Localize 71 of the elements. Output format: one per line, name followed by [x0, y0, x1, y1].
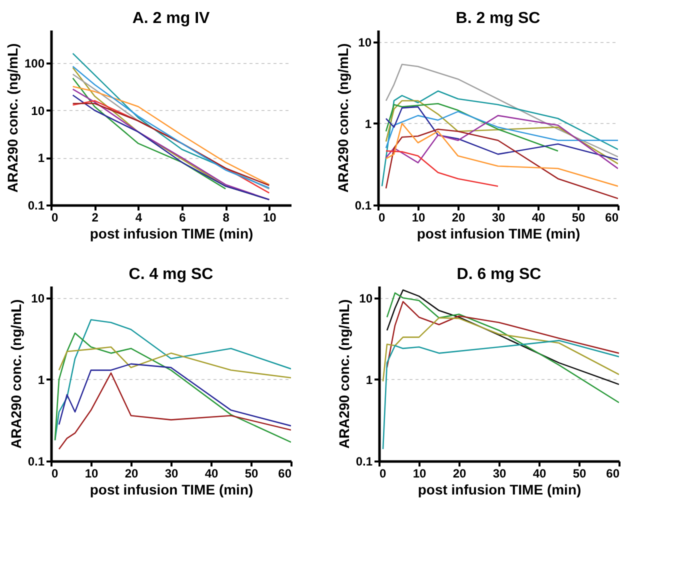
chart-title: B. 2 mg SC	[456, 10, 541, 27]
line-series	[381, 90, 618, 187]
line-series	[382, 340, 619, 450]
x-tick-label: 30	[492, 210, 506, 224]
x-tick-label: 50	[572, 466, 586, 480]
x-tick-label: 20	[124, 466, 138, 480]
y-axis-title: ARA290 conc. (ng/mL)	[8, 299, 24, 449]
y-tick-label: 1	[364, 116, 372, 131]
y-tick-label: 10	[358, 35, 372, 50]
line-series	[382, 317, 619, 382]
x-tick-label: 0	[52, 466, 58, 480]
x-tick-label: 50	[572, 210, 586, 224]
x-tick-label: 2	[92, 210, 99, 224]
x-tick-label: 20	[452, 466, 466, 480]
x-axis-title: post infusion TIME (min)	[416, 226, 580, 242]
x-tick-label: 40	[532, 466, 546, 480]
line-series	[58, 372, 291, 450]
y-tick-label: 10	[31, 291, 45, 306]
x-tick-label: 6	[179, 210, 186, 224]
x-tick-label: 30	[164, 466, 178, 480]
x-tick-label: 60	[278, 466, 292, 480]
y-tick-label: 0.1	[356, 454, 373, 468]
x-tick-label: 40	[204, 466, 218, 480]
y-tick-label: 1	[38, 151, 45, 166]
x-axis-title: post infusion TIME (min)	[90, 226, 254, 242]
line-series	[385, 100, 618, 164]
y-axis-title: ARA290 conc. (ng/mL)	[336, 299, 352, 449]
line-series	[58, 346, 291, 378]
x-tick-label: 10	[84, 466, 98, 480]
x-tick-label: 60	[605, 210, 619, 224]
x-tick-label: 8	[222, 210, 230, 224]
x-tick-label: 20	[452, 210, 466, 224]
line-series	[58, 363, 291, 426]
line-series	[385, 106, 618, 160]
y-tick-label: 10	[31, 104, 45, 118]
x-axis-title: post infusion TIME (min)	[418, 482, 582, 498]
line-series	[385, 122, 618, 187]
x-tick-label: 40	[532, 210, 546, 224]
x-tick-label: 0	[378, 210, 386, 224]
chart-title: C. 4 mg SC	[128, 266, 214, 283]
y-tick-label: 10	[359, 291, 373, 306]
chart-title: D. 6 mg SC	[456, 266, 542, 283]
x-tick-label: 10	[412, 466, 426, 480]
y-tick-label: 1	[366, 372, 373, 387]
line-series	[386, 300, 619, 368]
x-tick-label: 10	[412, 210, 426, 224]
line-series	[72, 78, 226, 190]
y-tick-label: 100	[24, 56, 45, 71]
x-tick-label: 50	[244, 466, 258, 480]
line-series	[386, 289, 619, 386]
x-tick-label: 60	[606, 466, 620, 480]
line-series	[385, 64, 618, 158]
chart-title: A. 2 mg IV	[132, 10, 210, 27]
x-axis-title: post infusion TIME (min)	[90, 482, 254, 498]
line-series	[385, 128, 618, 200]
line-series	[385, 110, 618, 149]
line-series	[385, 114, 618, 170]
line-series	[385, 102, 559, 152]
y-tick-label: 0.1	[354, 198, 372, 212]
y-tick-label: 0.1	[28, 454, 45, 468]
y-axis-title: ARA290 conc. (ng/mL)	[4, 43, 20, 193]
y-tick-label: 0.1	[28, 198, 45, 212]
x-tick-label: 0	[52, 210, 58, 224]
y-axis-title: ARA290 conc. (ng/mL)	[334, 43, 351, 193]
line-series	[385, 150, 499, 187]
x-tick-label: 0	[380, 466, 386, 480]
x-tick-label: 10	[263, 210, 277, 224]
y-tick-label: 1	[38, 372, 45, 387]
x-tick-label: 30	[492, 466, 506, 480]
x-tick-label: 4	[135, 210, 142, 224]
line-series	[386, 292, 619, 404]
